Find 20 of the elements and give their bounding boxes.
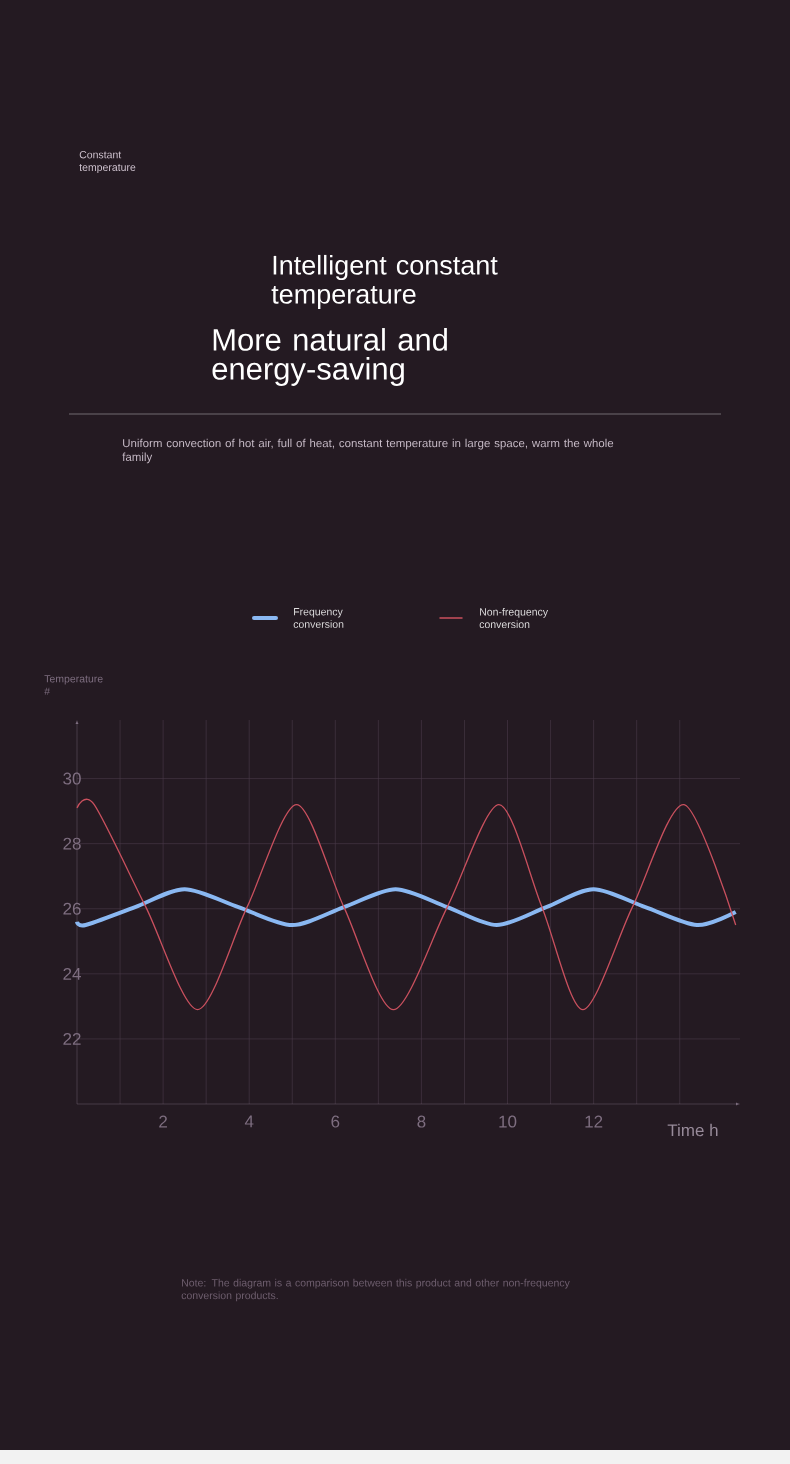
text: Constant temperature [79, 150, 136, 174]
legend-label: Non-frequency conversion [479, 607, 549, 629]
x-tick-label: 10 [499, 1115, 517, 1128]
x-tick-label: 2 [159, 1115, 167, 1128]
chart-title: Intelligent constant temperature [271, 254, 498, 310]
x-tick-label: 4 [244, 1115, 254, 1128]
legend-label: Frequency conversion [293, 608, 344, 628]
x-tick-label: 6 [331, 1115, 340, 1128]
y-tick-label: 26 [63, 902, 81, 915]
chart-subtitle: More natural and energy-saving [212, 328, 447, 386]
y-axis-title: Temperature # [44, 675, 103, 695]
y-tick-label: 28 [63, 837, 81, 850]
y-tick-label: 22 [63, 1032, 81, 1045]
x-tick-label: 8 [417, 1115, 426, 1128]
text: Note: The diagram is a comparison between this product and other non-frequency conversion products. [181, 1278, 570, 1302]
x-axis-title: Time h [667, 1123, 718, 1137]
text: Uniform convection of hot air, full of heat, constant temperature in large space, warm the whole family [122, 438, 614, 464]
y-tick-label: 24 [63, 967, 81, 980]
x-tick-label: 12 [585, 1115, 603, 1128]
y-tick-label: 30 [63, 772, 81, 785]
